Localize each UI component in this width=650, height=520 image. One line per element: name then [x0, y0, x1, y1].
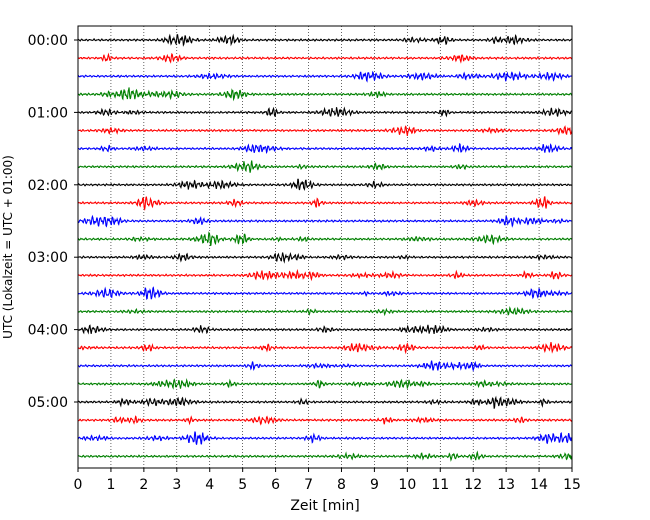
trace-line	[77, 142, 573, 154]
trace-line	[77, 286, 573, 300]
x-tick-label: 0	[74, 477, 83, 493]
x-tick-label: 11	[431, 477, 449, 493]
x-axis-title: Zeit [min]	[290, 498, 359, 514]
x-tick-label: 9	[370, 477, 379, 493]
trace-line	[77, 106, 573, 118]
y-tick-label: 00:00	[28, 33, 68, 49]
trace-line	[77, 431, 573, 445]
trace-line	[77, 160, 573, 173]
y-axis-title: UTC (Lokalzeit = UTC + 01:00)	[1, 155, 15, 339]
trace-line	[77, 70, 573, 83]
x-tick-label: 15	[563, 477, 581, 493]
x-tick-label: 8	[337, 477, 346, 493]
y-tick-label: 01:00	[28, 105, 68, 121]
trace-line	[77, 268, 573, 282]
y-tick-label: 03:00	[28, 250, 68, 266]
x-tick-label: 10	[398, 477, 416, 493]
trace-line	[77, 87, 573, 102]
x-tick-label: 3	[172, 477, 181, 493]
y-tick-label: 02:00	[28, 178, 68, 194]
trace-line	[77, 52, 573, 64]
x-tick-label: 1	[106, 477, 115, 493]
trace-line	[77, 125, 573, 136]
y-axis: 00:00 01:00 02:00 03:00 04:00 05:00	[28, 33, 78, 411]
x-axis: 0 1 2 3 4 5 6 7 8 9 10 11 12 13 14 15	[74, 468, 581, 493]
trace-line	[77, 306, 573, 317]
trace-line	[77, 196, 573, 211]
x-tick-label: 5	[238, 477, 247, 493]
trace-line	[77, 450, 573, 462]
trace-line	[77, 395, 573, 409]
x-tick-label: 12	[464, 477, 482, 493]
x-tick-label: 6	[271, 477, 280, 493]
x-tick-label: 14	[530, 477, 548, 493]
x-tick-label: 2	[139, 477, 148, 493]
trace-line	[77, 252, 573, 264]
x-tick-label: 4	[205, 477, 214, 493]
x-tick-label: 13	[497, 477, 515, 493]
x-tick-label: 7	[304, 477, 313, 493]
trace-line	[77, 324, 573, 335]
seismogram-traces	[77, 33, 573, 462]
plot-frame	[77, 25, 573, 469]
trace-line	[77, 178, 573, 192]
trace-line	[77, 33, 573, 47]
trace-line	[77, 214, 573, 228]
trace-line	[77, 231, 573, 247]
y-tick-label: 04:00	[28, 323, 68, 339]
y-tick-label: 05:00	[28, 395, 68, 411]
trace-line	[77, 342, 573, 355]
trace-line	[77, 415, 573, 426]
trace-line	[77, 360, 573, 373]
trace-line	[77, 377, 573, 390]
